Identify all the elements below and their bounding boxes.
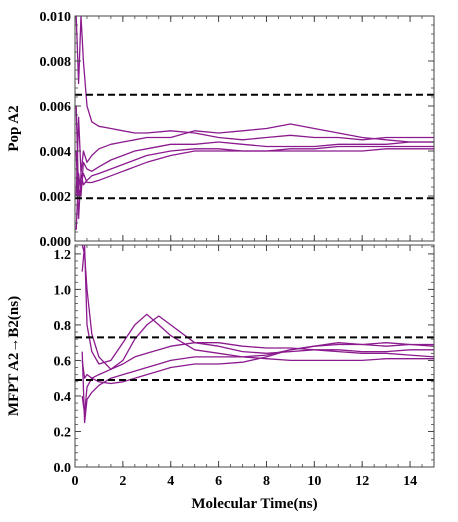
y-tick-label: 1.2 — [54, 248, 72, 263]
series-line-1 — [75, 16, 434, 141]
series-line-5 — [81, 342, 434, 385]
x-tick-label: 0 — [72, 474, 79, 489]
y-tick-label: 1.0 — [54, 283, 72, 298]
x-tick-label: 6 — [215, 474, 222, 489]
mfpt-panel: 0.0 0.2 0.4 0.6 0.8 1.0 1.2 0 2 4 6 8 10 12 14 MFPT A2→… — [6, 244, 435, 512]
series-line-2 — [81, 245, 434, 365]
series-line-1 — [81, 245, 434, 370]
x-tick-label: 2 — [119, 474, 126, 489]
y-tick-label: 0.002 — [40, 190, 72, 205]
x-tick-label: 14 — [403, 474, 417, 489]
series-line-5 — [75, 105, 434, 197]
series-line-2 — [75, 116, 434, 197]
y-axis-title: Pop A2 — [6, 105, 22, 151]
y-tick-label: 0.8 — [54, 319, 72, 334]
y-tick-label: 0.008 — [40, 55, 72, 70]
y-tick-label: 0.004 — [40, 145, 72, 160]
series-line-3 — [81, 342, 434, 415]
series-group — [81, 245, 434, 424]
y-tick-label: 0.6 — [54, 354, 72, 369]
series-group — [75, 16, 434, 230]
series-line-4 — [75, 145, 434, 220]
x-tick-label: 10 — [307, 474, 321, 489]
x-tick-label: 12 — [355, 474, 369, 489]
x-axis-title: Molecular Time(ns) — [191, 496, 317, 512]
series-line-4 — [81, 351, 434, 424]
series-line-3 — [75, 141, 434, 230]
y-tick-label: 0.010 — [40, 10, 72, 25]
y-tick-label: 0.2 — [54, 425, 72, 440]
x-tick-label: 4 — [167, 474, 174, 489]
y-tick-label: 0.0 — [54, 461, 72, 476]
y-axis-title: MFPT A2→B2(ns) — [6, 296, 22, 416]
y-tick-label: 0.000 — [40, 235, 72, 250]
x-tick-label: 8 — [263, 474, 270, 489]
pop-a2-panel: 0.000 0.002 0.004 0.006 0.008 0.010 Pop A2 — [6, 10, 435, 250]
y-tick-label: 0.4 — [54, 390, 72, 405]
y-tick-label: 0.006 — [40, 100, 72, 115]
plot-frame — [74, 15, 435, 242]
